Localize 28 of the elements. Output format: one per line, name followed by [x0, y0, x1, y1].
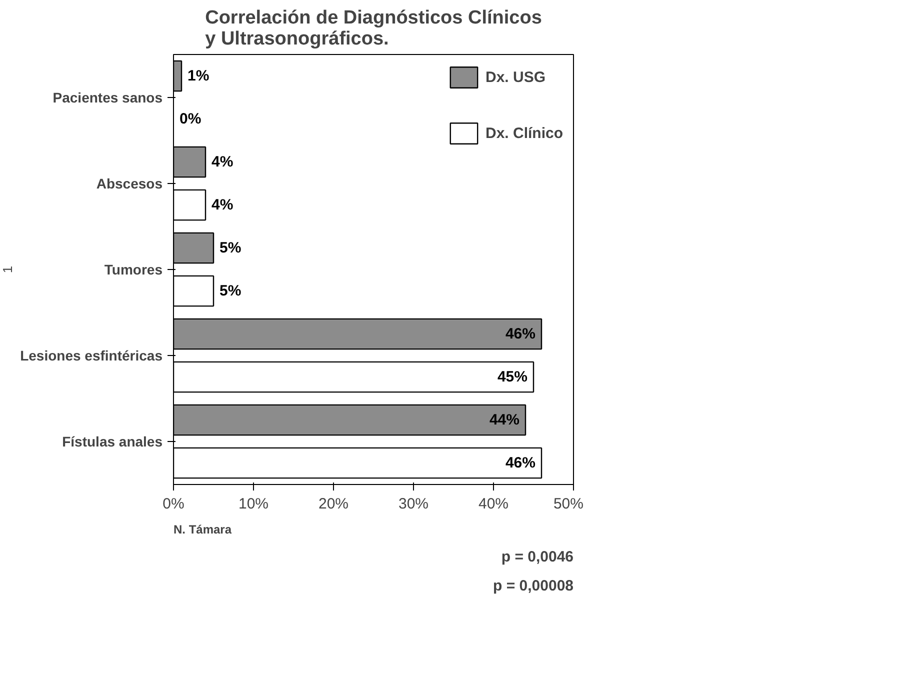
data-label: 46%	[505, 326, 536, 342]
chart-title: Correlación de Diagnósticos Clínicos y Ultrasonográficos.	[205, 8, 542, 50]
data-label: 4%	[212, 196, 234, 214]
y-tick-label: Pacientes sanos	[52, 90, 163, 106]
data-label: 4%	[212, 154, 234, 170]
x-tick-label: 0%	[162, 496, 184, 512]
x-tick-label: 30%	[398, 496, 429, 512]
x-tick-label: 40%	[478, 496, 509, 512]
data-label: 0%	[180, 110, 202, 128]
text: p = 0,0046	[501, 548, 574, 566]
x-tick-label: 20%	[318, 496, 349, 512]
data-label: 46%	[505, 454, 536, 472]
data-label: 45%	[497, 368, 528, 386]
data-label: 5%	[220, 240, 242, 256]
y-tick-label: Abscesos	[96, 176, 163, 192]
data-label: 1%	[188, 68, 210, 84]
data-label: 5%	[220, 282, 242, 300]
y-tick-label: Tumores	[104, 262, 163, 278]
x-tick-label: 50%	[553, 496, 584, 512]
text: N. Támara	[174, 522, 232, 536]
legend-label: Dx. USG	[485, 68, 546, 86]
data-label: 44%	[489, 412, 520, 428]
y-axis-title: 1	[0, 266, 16, 274]
text: p = 0,00008	[493, 578, 574, 594]
y-tick-label: Fístulas anales	[62, 434, 163, 450]
legend-label: Dx. Clínico	[485, 124, 563, 142]
y-tick-label: Lesiones esfintéricas	[20, 348, 163, 364]
x-tick-label: 10%	[238, 496, 269, 512]
